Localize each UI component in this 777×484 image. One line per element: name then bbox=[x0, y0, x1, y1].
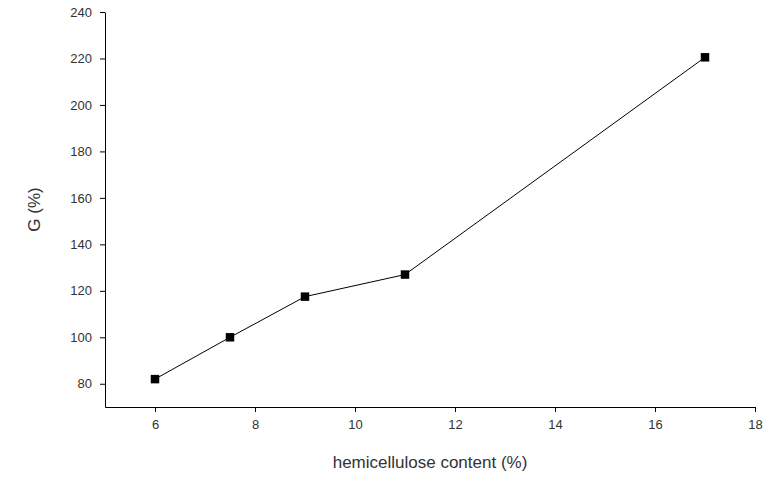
tick-mark bbox=[355, 407, 356, 412]
tick-mark bbox=[155, 407, 156, 412]
tick-mark bbox=[100, 244, 105, 245]
tick-mark bbox=[255, 407, 256, 412]
tick-label: 8 bbox=[252, 417, 259, 432]
chart: 6 8 10 12 14 16 18 80 100 120 140 160 180 200 220 240 he… bbox=[0, 0, 777, 484]
tick-mark bbox=[100, 291, 105, 292]
plot: 6 8 10 12 14 16 18 80 100 120 140 160 180 200 220 240 bbox=[70, 5, 762, 433]
tick: 10 bbox=[348, 407, 362, 432]
tick-label: 18 bbox=[748, 417, 762, 432]
tick-label: 14 bbox=[548, 417, 562, 432]
tick: 16 bbox=[648, 407, 662, 432]
tick-mark bbox=[100, 105, 105, 106]
tick-label: 220 bbox=[70, 51, 92, 66]
series bbox=[151, 53, 709, 383]
tick-label: 180 bbox=[70, 144, 92, 159]
tick: 240 bbox=[70, 5, 105, 20]
marker bbox=[701, 53, 709, 61]
tick: 80 bbox=[78, 376, 105, 391]
tick: 180 bbox=[70, 144, 105, 159]
tick-label: 240 bbox=[70, 5, 92, 20]
tick: 120 bbox=[70, 283, 105, 298]
tick: 6 bbox=[152, 407, 159, 432]
x-axis-title: hemicellulose content (%) bbox=[333, 453, 528, 472]
tick-label: 120 bbox=[70, 283, 92, 298]
tick-label: 6 bbox=[152, 417, 159, 432]
axis-line bbox=[106, 407, 756, 408]
tick-mark bbox=[100, 384, 105, 385]
tick-label: 10 bbox=[348, 417, 362, 432]
tick: 200 bbox=[70, 98, 105, 113]
tick-mark bbox=[100, 12, 105, 13]
tick-mark bbox=[100, 58, 105, 59]
tick: 220 bbox=[70, 51, 105, 66]
tick-label: 200 bbox=[70, 98, 92, 113]
tick-label: 100 bbox=[70, 330, 92, 345]
tick: 14 bbox=[548, 407, 562, 432]
tick: 18 bbox=[748, 407, 762, 432]
tick-mark bbox=[100, 151, 105, 152]
marker bbox=[301, 292, 309, 300]
y-axis-title: G (%) bbox=[25, 187, 44, 231]
tick: 12 bbox=[448, 407, 462, 432]
x-axis: 6 8 10 12 14 16 18 bbox=[106, 407, 763, 432]
tick-mark bbox=[755, 407, 756, 412]
axis-line bbox=[105, 13, 106, 408]
line bbox=[155, 57, 705, 379]
tick-mark bbox=[555, 407, 556, 412]
tick-label: 12 bbox=[448, 417, 462, 432]
y-axis: 80 100 120 140 160 180 200 220 240 bbox=[70, 5, 105, 408]
tick-label: 16 bbox=[648, 417, 662, 432]
tick: 100 bbox=[70, 330, 105, 345]
tick-label: 140 bbox=[70, 237, 92, 252]
tick: 8 bbox=[252, 407, 259, 432]
tick-mark bbox=[100, 337, 105, 338]
tick-mark bbox=[455, 407, 456, 412]
tick-label: 160 bbox=[70, 191, 92, 206]
marker bbox=[401, 270, 409, 278]
tick: 160 bbox=[70, 191, 105, 206]
tick-label: 80 bbox=[78, 376, 92, 391]
marker bbox=[151, 375, 159, 383]
tick-mark bbox=[100, 198, 105, 199]
marker bbox=[226, 333, 234, 341]
tick-mark bbox=[655, 407, 656, 412]
tick: 140 bbox=[70, 237, 105, 252]
